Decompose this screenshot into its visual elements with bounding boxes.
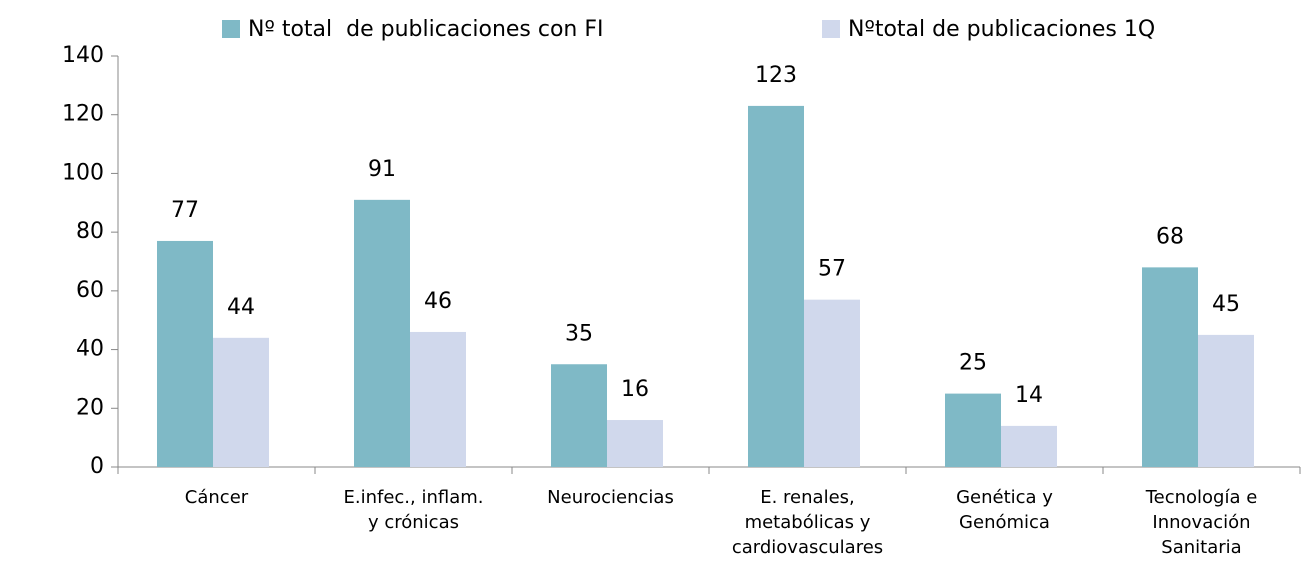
x-tick-label: Genética y Genómica [956, 487, 1053, 533]
data-label: 35 [565, 321, 593, 346]
x-tick-label: Tecnología e Innovación Sanitaria [1145, 487, 1258, 558]
x-tick-label: E.infec., inflam. y crónicas [343, 487, 484, 533]
bar [213, 337, 269, 467]
legend-swatch [822, 20, 840, 38]
data-label: 77 [171, 198, 199, 223]
legend-swatch [222, 20, 240, 38]
y-tick-label: 140 [62, 43, 104, 68]
data-label: 16 [621, 377, 649, 402]
data-label: 57 [818, 257, 846, 282]
data-label: 123 [755, 63, 797, 88]
bar [607, 420, 663, 467]
data-label: 91 [368, 157, 396, 182]
y-tick-label: 100 [62, 160, 104, 185]
bar [1198, 334, 1254, 467]
legend-label: Nºtotal de publicaciones 1Q [848, 17, 1155, 42]
bar [157, 240, 213, 467]
data-label: 44 [227, 295, 255, 320]
y-tick-label: 20 [76, 395, 104, 420]
bar [551, 364, 607, 467]
y-tick-label: 40 [76, 337, 104, 362]
bar [748, 105, 804, 468]
bar [354, 199, 410, 467]
data-label: 14 [1015, 383, 1043, 408]
x-tick-label: E. renales, metabólicas y cardiovascular… [731, 487, 884, 558]
x-tick-label: Neurociencias [547, 487, 674, 508]
y-tick-label: 120 [62, 102, 104, 127]
x-tick-label: Cáncer [184, 487, 249, 508]
bar [945, 393, 1001, 467]
data-label: 25 [959, 351, 987, 376]
legend-label: Nº total de publicaciones con FI [248, 17, 604, 42]
bar [1001, 425, 1057, 467]
data-label: 46 [424, 289, 452, 314]
bar [410, 331, 466, 467]
data-label: 45 [1212, 292, 1240, 317]
y-tick-label: 0 [90, 454, 104, 479]
data-label: 68 [1156, 224, 1184, 249]
y-tick-label: 60 [76, 278, 104, 303]
y-tick-label: 80 [76, 219, 104, 244]
bar [1142, 267, 1198, 467]
bar [804, 299, 860, 467]
